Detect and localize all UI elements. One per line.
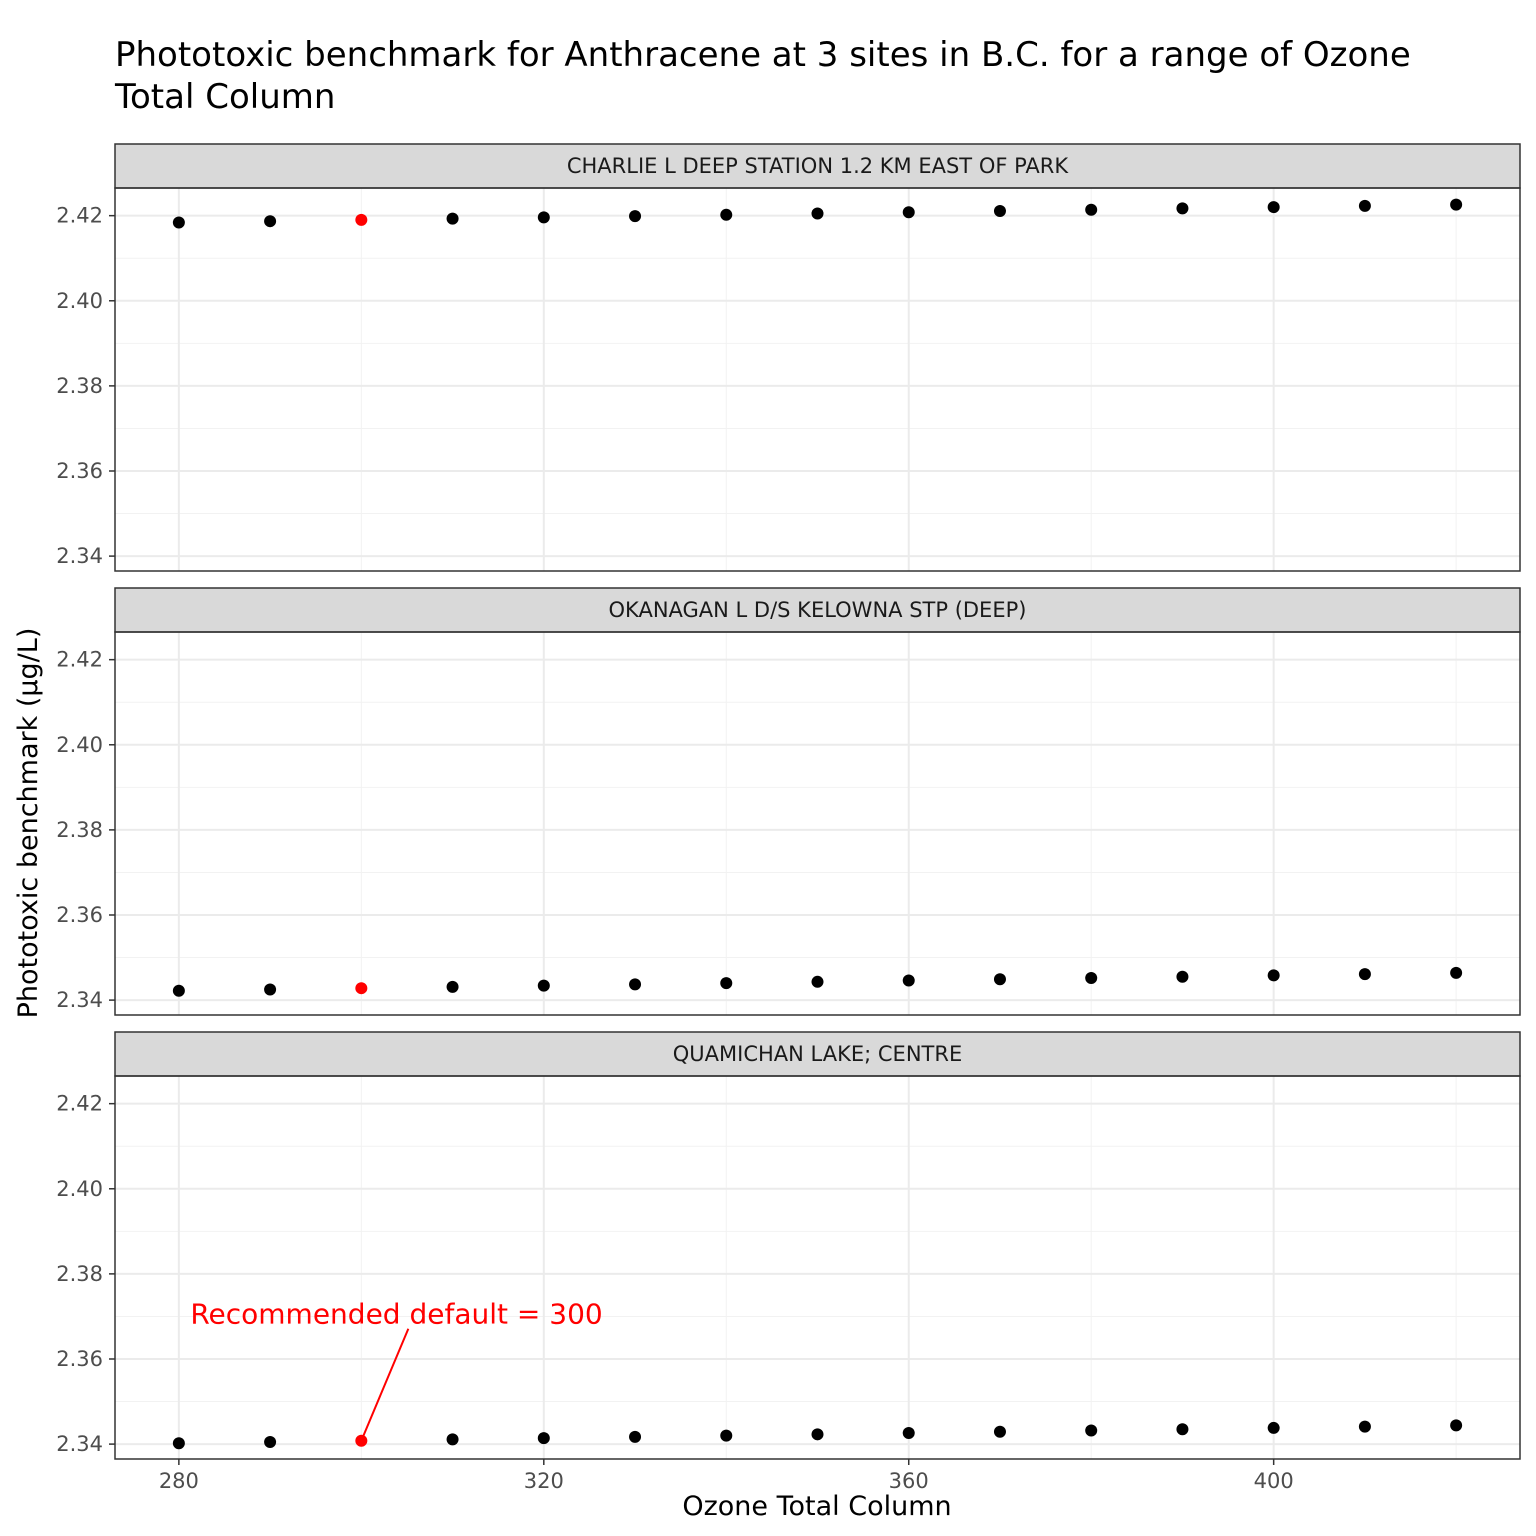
data-point — [993, 1425, 1006, 1438]
data-point — [1267, 1421, 1280, 1434]
data-point — [446, 1433, 459, 1446]
x-tick-label: 320 — [524, 1469, 564, 1493]
data-point — [537, 211, 550, 224]
data-point — [720, 977, 733, 990]
annotation-label: Recommended default = 300 — [190, 1298, 602, 1331]
data-point — [1450, 1419, 1463, 1432]
x-tick-label: 400 — [1254, 1469, 1294, 1493]
data-point — [1176, 970, 1189, 983]
panel-2: OKANAGAN L D/S KELOWNA STP (DEEP) 2.34 2.3… — [56, 587, 1521, 1016]
data-point — [902, 1427, 915, 1440]
data-point — [629, 978, 642, 991]
y-tick-label: 2.34 — [56, 988, 103, 1012]
y-tick-label: 2.36 — [56, 1347, 103, 1371]
panel-1: CHARLIE L DEEP STATION 1.2 KM EAST OF PA… — [56, 143, 1521, 572]
data-point — [811, 207, 824, 220]
data-point — [1267, 201, 1280, 214]
facet-strip — [114, 143, 1521, 189]
facet-strip-label: OKANAGAN L D/S KELOWNA STP (DEEP) — [609, 598, 1027, 622]
y-tick-label: 2.40 — [56, 733, 103, 757]
chart-title-line-1: Phototoxic benchmark for Anthracene at 3… — [115, 35, 1411, 75]
data-point — [537, 979, 550, 992]
panel-background — [115, 188, 1520, 571]
data-point — [1085, 203, 1098, 216]
facet-panels: CHARLIE L DEEP STATION 1.2 KM EAST OF PA… — [56, 143, 1521, 1493]
y-tick-label: 2.42 — [56, 648, 103, 672]
data-point — [537, 1432, 550, 1445]
facet-strip-label: QUAMICHAN LAKE; CENTRE — [673, 1042, 962, 1066]
data-point — [1358, 199, 1371, 212]
panel-background — [115, 1076, 1520, 1459]
data-point — [720, 1429, 733, 1442]
panel-border — [114, 1075, 1521, 1460]
facet-strip — [114, 1031, 1521, 1077]
y-tick-label: 2.42 — [56, 204, 103, 228]
data-point — [811, 975, 824, 988]
data-point — [629, 210, 642, 223]
annotation-line — [360, 1328, 410, 1442]
panel-3: QUAMICHAN LAKE; CENTRE 2.34 2.36 2.38 2.40 2.… — [56, 1031, 1521, 1460]
y-tick-label: 2.34 — [56, 1432, 103, 1456]
x-tick-label: 360 — [889, 1469, 929, 1493]
data-point — [264, 983, 277, 996]
data-point — [1358, 968, 1371, 981]
panel-background — [115, 632, 1520, 1015]
y-tick-label: 2.38 — [56, 1262, 103, 1286]
y-tick-label: 2.40 — [56, 289, 103, 313]
data-point — [446, 980, 459, 993]
highlight-point — [355, 982, 368, 995]
data-point — [811, 1428, 824, 1441]
chart-title-line-2: Total Column — [114, 77, 335, 117]
y-tick-label: 2.42 — [56, 1092, 103, 1116]
data-point — [629, 1430, 642, 1443]
data-point — [172, 1437, 185, 1450]
data-point — [1176, 202, 1189, 215]
y-tick-label: 2.38 — [56, 818, 103, 842]
x-axis-title: Ozone Total Column — [682, 1491, 951, 1522]
facet-strip — [114, 587, 1521, 633]
highlight-point — [355, 213, 368, 226]
data-point — [264, 215, 277, 228]
panel-border — [114, 631, 1521, 1016]
data-point — [902, 206, 915, 219]
data-point — [1085, 1424, 1098, 1437]
data-point — [1450, 198, 1463, 211]
data-point — [1085, 971, 1098, 984]
data-point — [993, 204, 1006, 217]
y-axis-title: Phototoxic benchmark (µg/L) — [13, 628, 44, 1019]
y-tick-label: 2.34 — [56, 544, 103, 568]
data-point — [1267, 969, 1280, 982]
y-tick-label: 2.36 — [56, 903, 103, 927]
y-tick-label: 2.36 — [56, 459, 103, 483]
panel-border — [114, 187, 1521, 572]
data-point — [902, 974, 915, 987]
data-point — [172, 216, 185, 229]
x-tick-label: 280 — [159, 1469, 199, 1493]
data-point — [1358, 1420, 1371, 1433]
facet-strip-label: CHARLIE L DEEP STATION 1.2 KM EAST OF PA… — [567, 154, 1070, 178]
data-point — [446, 212, 459, 225]
y-tick-label: 2.38 — [56, 374, 103, 398]
data-point — [1450, 966, 1463, 979]
data-point — [993, 973, 1006, 986]
data-point — [1176, 1423, 1189, 1436]
y-tick-label: 2.40 — [56, 1177, 103, 1201]
data-point — [264, 1435, 277, 1448]
data-point — [720, 208, 733, 221]
data-point — [172, 984, 185, 997]
